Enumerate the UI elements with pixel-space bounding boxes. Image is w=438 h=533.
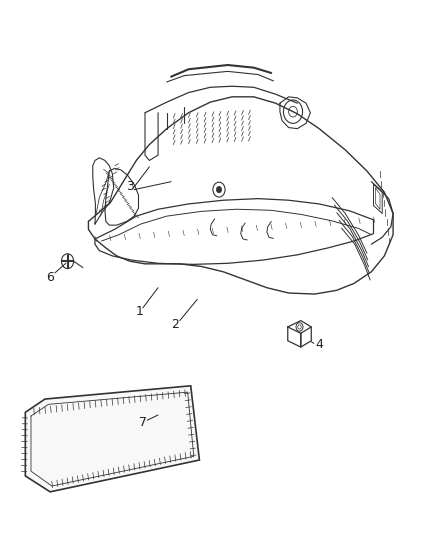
Text: 7: 7 bbox=[139, 416, 147, 430]
Text: 2: 2 bbox=[172, 318, 180, 332]
Text: 4: 4 bbox=[316, 338, 324, 351]
Text: 6: 6 bbox=[46, 271, 54, 284]
Polygon shape bbox=[25, 386, 199, 492]
Circle shape bbox=[216, 187, 222, 193]
Text: 1: 1 bbox=[136, 305, 144, 318]
Text: 3: 3 bbox=[126, 181, 134, 193]
